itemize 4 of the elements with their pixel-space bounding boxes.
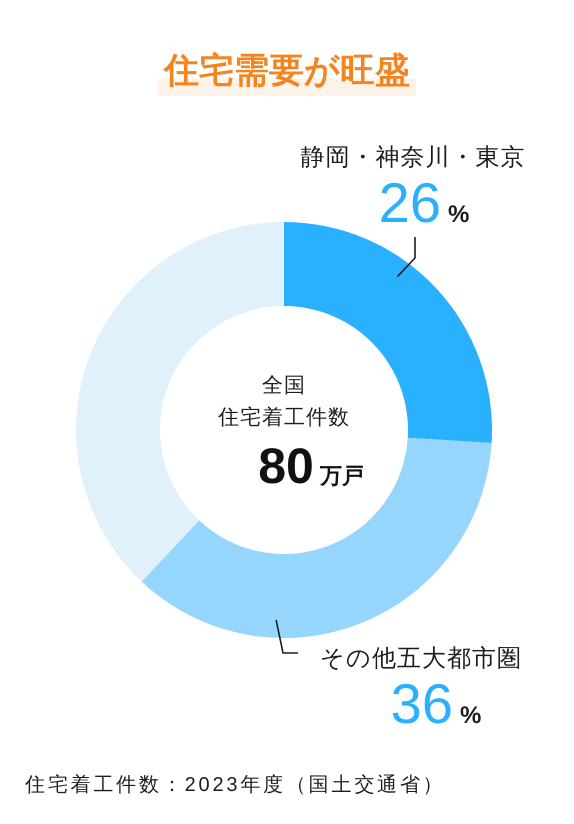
center-label: 住宅着工件数 [218, 406, 350, 429]
title: 住宅需要が旺盛 [158, 50, 416, 96]
source-note: 住宅着工件数：2023年度（国土交通省） [25, 774, 446, 796]
center-label: 全国 [262, 374, 306, 397]
